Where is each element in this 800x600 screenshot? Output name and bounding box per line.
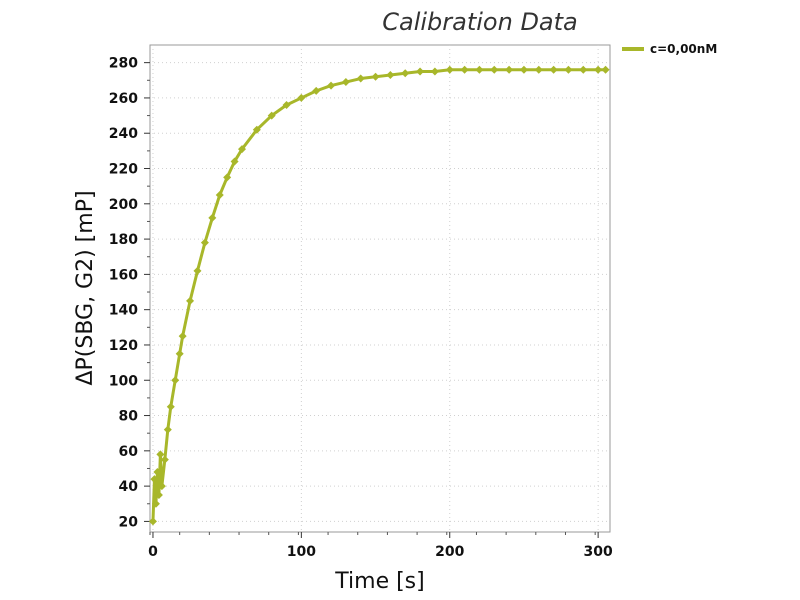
data-point <box>475 65 484 74</box>
data-point <box>151 499 160 508</box>
y-tick-label: 200 <box>109 197 138 213</box>
data-point <box>505 65 514 74</box>
y-tick-label: 120 <box>109 338 138 354</box>
data-point <box>564 65 573 74</box>
data-point <box>371 72 380 81</box>
data-point <box>153 468 162 477</box>
data-point <box>519 65 528 74</box>
data-point <box>594 65 603 74</box>
data-point <box>386 70 395 79</box>
x-axis-label: Time [s] <box>334 569 424 594</box>
legend-label: c=0,00nM <box>650 42 717 56</box>
y-tick-label: 40 <box>119 479 139 495</box>
legend: c=0,00nM <box>622 42 717 56</box>
data-point <box>160 455 169 464</box>
data-point <box>175 349 184 358</box>
data-point <box>549 65 558 74</box>
x-tick-label: 0 <box>148 544 158 560</box>
y-tick-label: 180 <box>109 232 138 248</box>
data-point <box>312 86 321 95</box>
chart-title: Calibration Data <box>382 8 578 36</box>
data-point <box>215 190 224 199</box>
series-line <box>151 68 606 522</box>
data-point <box>163 425 172 434</box>
x-tick-label: 300 <box>584 544 613 560</box>
data-point <box>230 157 239 166</box>
data-point <box>157 482 166 491</box>
x-tick-label: 100 <box>287 544 316 560</box>
y-tick-label: 60 <box>119 444 139 460</box>
data-point <box>193 266 202 275</box>
data-point <box>356 74 365 83</box>
data-point <box>327 81 336 90</box>
data-point <box>282 100 291 109</box>
y-tick-label: 220 <box>109 162 138 178</box>
data-point <box>223 173 232 182</box>
data-point <box>148 517 157 526</box>
y-tick-label: 160 <box>109 267 138 283</box>
data-point <box>186 296 195 305</box>
data-point <box>401 69 410 78</box>
data-point <box>200 238 209 247</box>
series-layer <box>148 65 610 526</box>
data-point <box>416 67 425 76</box>
data-point <box>171 376 180 385</box>
y-tick-label: 140 <box>109 303 138 319</box>
y-tick-label: 100 <box>109 373 138 389</box>
data-point <box>156 450 165 459</box>
data-point <box>490 65 499 74</box>
data-point <box>445 65 454 74</box>
data-point <box>601 65 610 74</box>
plot-area <box>149 44 611 533</box>
data-point <box>238 145 246 154</box>
y-tick-label: 80 <box>119 409 139 425</box>
data-point <box>460 65 469 74</box>
tick-labels: 0 100 200 300 20 40 60 80 100 120 140 160 180 200 220 2… <box>109 56 613 560</box>
data-point <box>297 93 306 102</box>
data-point <box>252 125 261 134</box>
data-point <box>166 402 175 411</box>
data-point <box>267 111 276 120</box>
data-point <box>579 65 588 74</box>
data-point <box>534 65 543 74</box>
data-point <box>208 213 217 222</box>
grid-lines <box>150 45 610 532</box>
y-tick-label: 260 <box>109 91 138 107</box>
axes <box>144 62 599 538</box>
y-tick-label: 280 <box>109 56 138 72</box>
y-tick-label: 240 <box>109 126 138 142</box>
y-axis-label: ΔP(SBG, G2) [mP] <box>73 190 98 385</box>
data-point <box>341 78 350 87</box>
data-point <box>178 332 187 341</box>
x-tick-label: 200 <box>435 544 464 560</box>
data-point <box>430 67 439 76</box>
y-tick-label: 20 <box>119 514 139 530</box>
data-point <box>154 490 163 499</box>
data-point <box>150 475 159 484</box>
